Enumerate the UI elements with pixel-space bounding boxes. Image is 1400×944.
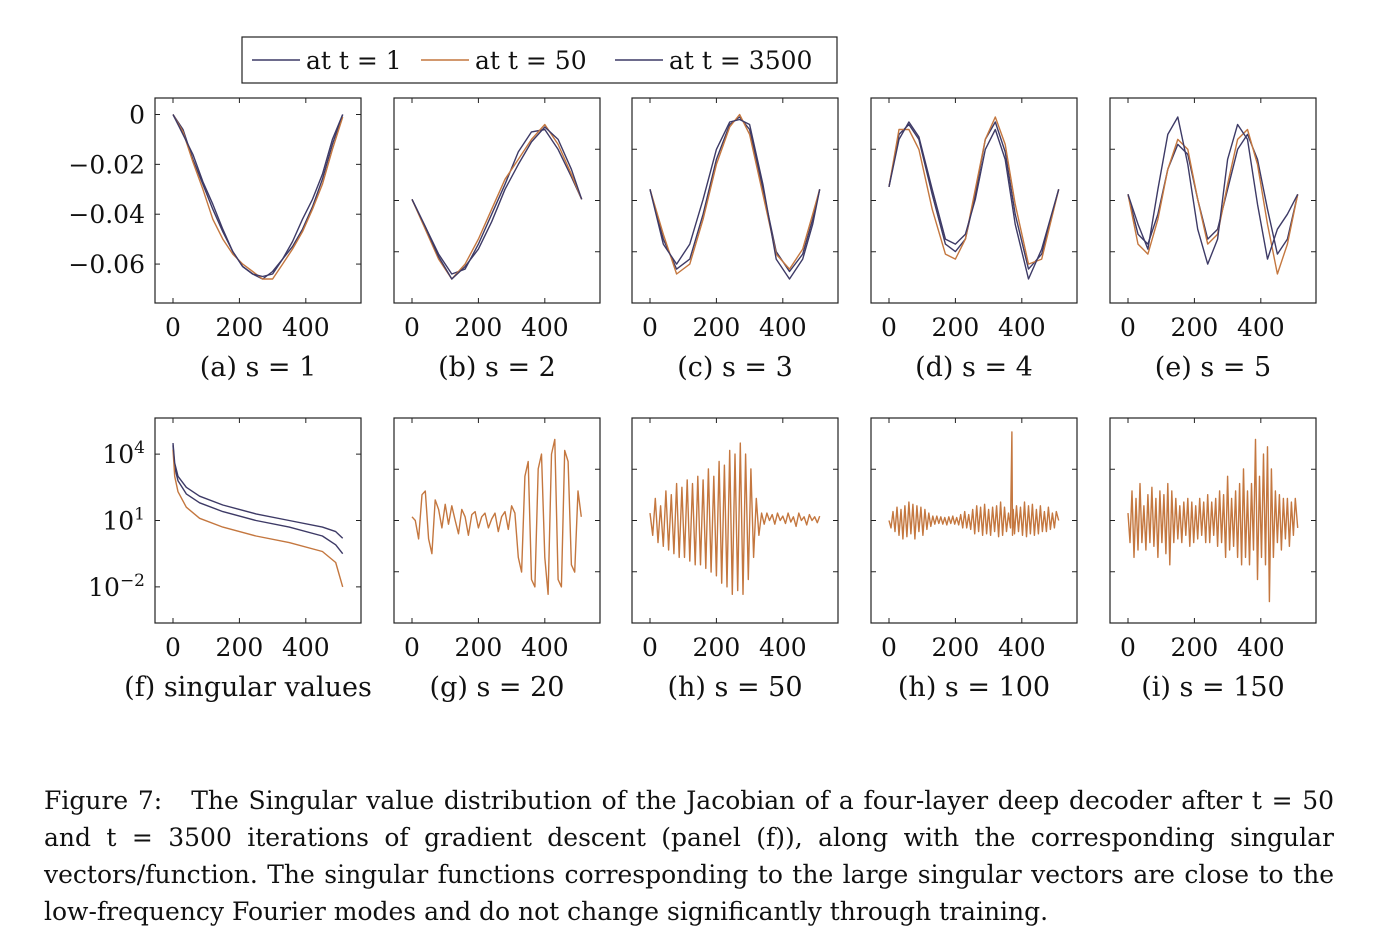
chart-panel: 0 200 400 (c) s = 3	[631, 97, 839, 383]
series-line	[1127, 133, 1299, 255]
x-tick-label: 200	[693, 313, 741, 342]
subcaption: (h) s = 50	[667, 672, 802, 703]
figure-7: at t = 1 at t = 50 at t = 3500 0 200 400 0 −0.…	[68, 36, 1317, 703]
caption-label: Figure 7:	[44, 786, 163, 815]
x-tick-label: 400	[759, 313, 807, 342]
series-line	[649, 113, 821, 275]
x-tick-label: 400	[1237, 633, 1285, 662]
series-line	[649, 116, 821, 273]
chart-panel: 0 200 400 (e) s = 5	[1109, 97, 1317, 383]
x-tick-label: 200	[932, 633, 980, 662]
legend-entry-label: at t = 1	[306, 46, 402, 75]
x-tick-label: 200	[693, 633, 741, 662]
x-tick-label: 400	[521, 633, 569, 662]
chart-panels: 0 200 400 0 −0.02 −0.04 −0.06 (a) s = 1 0 200 400 (…	[68, 97, 1317, 703]
chart-panel: 0 200 400 0 −0.02 −0.04 −0.06 (a) s = 1	[68, 97, 362, 383]
x-tick-label: 400	[998, 313, 1046, 342]
x-tick-label: 200	[455, 633, 503, 662]
figure-caption: Figure 7: The Singular value distributio…	[44, 782, 1334, 930]
series-line	[1127, 438, 1299, 603]
plot-frame	[631, 97, 839, 304]
x-tick-label: 400	[521, 313, 569, 342]
y-tick-label: 104	[102, 438, 145, 469]
x-tick-label: 400	[759, 633, 807, 662]
x-tick-label: 0	[1120, 633, 1136, 662]
x-tick-label: 200	[1171, 633, 1219, 662]
x-tick-label: 0	[881, 633, 897, 662]
x-tick-label: 200	[455, 313, 503, 342]
subcaption: (h) s = 100	[898, 672, 1050, 703]
chart-panel: 0 200 400 (d) s = 4	[870, 97, 1078, 383]
x-tick-label: 0	[404, 313, 420, 342]
plot-frame	[631, 417, 839, 624]
x-tick-label: 0	[642, 313, 658, 342]
series-line	[1127, 116, 1299, 265]
y-tick-label: 0	[129, 100, 145, 129]
legend-box	[241, 36, 838, 84]
x-tick-label: 400	[998, 633, 1046, 662]
chart-panel: 0 200 400 (h) s = 100	[870, 417, 1078, 703]
x-tick-label: 0	[165, 313, 181, 342]
series-line	[411, 126, 583, 280]
series-line	[1127, 128, 1299, 275]
x-tick-label: 0	[165, 633, 181, 662]
series-line	[888, 431, 1060, 540]
plot-frame	[1109, 97, 1317, 304]
y-tick-label: 10−2	[88, 571, 145, 602]
series-line	[172, 445, 344, 555]
x-tick-label: 0	[881, 313, 897, 342]
y-tick-label: −0.06	[68, 250, 145, 279]
series-line	[411, 128, 583, 275]
series-line	[411, 438, 582, 595]
subcaption: (i) s = 150	[1141, 672, 1284, 703]
subcaption: (a) s = 1	[200, 352, 317, 383]
x-tick-label: 400	[282, 633, 330, 662]
chart-panel: 0 200 400 104 101 10−2 (f) singular values	[88, 417, 372, 703]
x-tick-label: 0	[642, 633, 658, 662]
x-tick-label: 200	[216, 633, 264, 662]
subcaption: (c) s = 3	[677, 352, 793, 383]
x-tick-label: 400	[282, 313, 330, 342]
x-tick-label: 200	[1171, 313, 1219, 342]
caption-text: The Singular value distribution of the J…	[44, 786, 1335, 926]
series-line	[172, 443, 344, 539]
series-line	[172, 114, 344, 280]
y-tick-label: 101	[102, 505, 145, 536]
series-line	[649, 118, 821, 280]
series-line	[172, 114, 344, 278]
x-tick-label: 0	[404, 633, 420, 662]
series-line	[411, 123, 583, 280]
chart-panel: 0 200 400 (g) s = 20	[393, 417, 601, 703]
chart-panel: 0 200 400 (i) s = 150	[1109, 417, 1317, 703]
y-tick-label: −0.04	[68, 200, 145, 229]
legend: at t = 1 at t = 50 at t = 3500	[241, 36, 838, 84]
x-tick-label: 0	[1120, 313, 1136, 342]
subcaption: (e) s = 5	[1155, 352, 1271, 383]
subcaption: (g) s = 20	[430, 672, 565, 703]
chart-panel: 0 200 400 (h) s = 50	[631, 417, 839, 703]
subcaption: (b) s = 2	[438, 352, 556, 383]
subcaption: (d) s = 4	[915, 352, 1033, 383]
legend-entry-label: at t = 3500	[669, 46, 812, 75]
series-line	[649, 442, 821, 595]
plot-frame	[154, 97, 362, 304]
series-line	[888, 121, 1060, 280]
x-tick-label: 200	[932, 313, 980, 342]
subcaption: (f) singular values	[124, 672, 372, 703]
series-line	[172, 449, 344, 588]
plot-frame	[393, 97, 601, 304]
chart-panel: 0 200 400 (b) s = 2	[393, 97, 601, 383]
y-tick-label: −0.02	[68, 150, 145, 179]
legend-entry-label: at t = 50	[475, 46, 587, 75]
x-tick-label: 400	[1237, 313, 1285, 342]
x-tick-label: 200	[216, 313, 264, 342]
